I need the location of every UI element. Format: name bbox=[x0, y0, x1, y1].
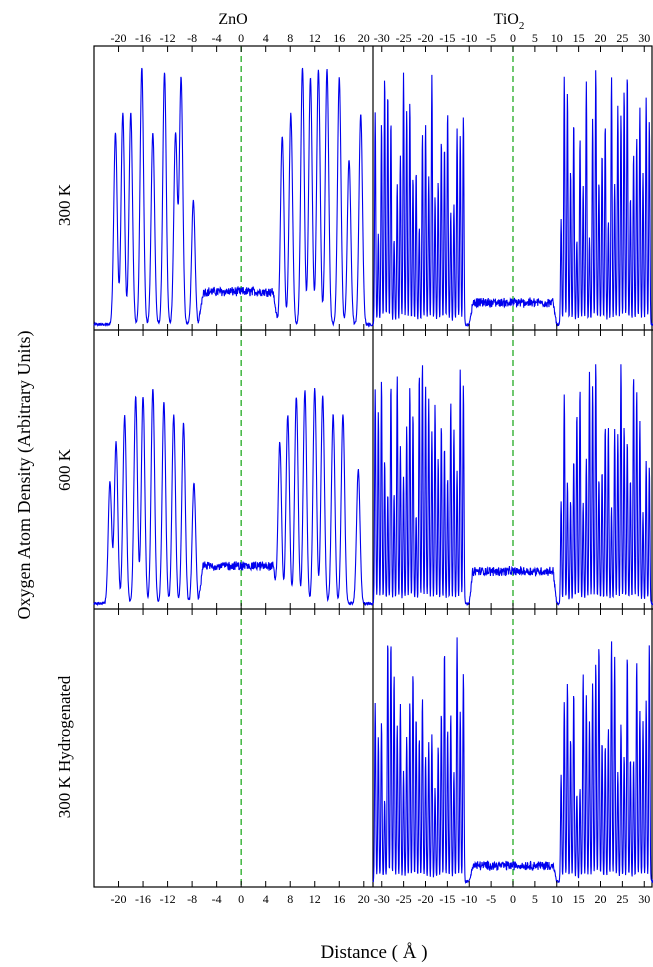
bottom-tick-label: 10 bbox=[551, 892, 563, 906]
row-label-300k: 300 K bbox=[55, 183, 74, 226]
bottom-tick-label: 4 bbox=[263, 892, 269, 906]
bottom-tick-label: 5 bbox=[532, 892, 538, 906]
bottom-tick-label: 20 bbox=[595, 892, 607, 906]
top-tick-label: -25 bbox=[396, 31, 412, 45]
bottom-tick-label: -25 bbox=[396, 892, 412, 906]
bottom-tick-label: 0 bbox=[238, 892, 244, 906]
top-tick-label: 4 bbox=[263, 31, 269, 45]
top-tick-label: 10 bbox=[551, 31, 563, 45]
top-tick-label: -8 bbox=[187, 31, 197, 45]
column-title-tio2: TiO2 bbox=[494, 11, 525, 32]
bottom-tick-label: -15 bbox=[439, 892, 455, 906]
top-tick-label: 16 bbox=[333, 31, 345, 45]
column-title-zno: ZnO bbox=[218, 11, 247, 28]
top-tick-label: 8 bbox=[287, 31, 293, 45]
bottom-tick-label: -12 bbox=[160, 892, 176, 906]
column-title-tio2-main: TiO bbox=[494, 11, 519, 28]
top-tick-label: -20 bbox=[418, 31, 434, 45]
top-tick-label: 5 bbox=[532, 31, 538, 45]
bottom-tick-label: -30 bbox=[374, 892, 390, 906]
top-tick-label: -30 bbox=[374, 31, 390, 45]
top-tick-label: -5 bbox=[486, 31, 496, 45]
top-tick-label: 12 bbox=[309, 31, 321, 45]
bottom-tick-label: 8 bbox=[287, 892, 293, 906]
top-tick-label: 0 bbox=[238, 31, 244, 45]
density-line-tio2-600-k bbox=[372, 364, 653, 606]
top-tick-label: 20 bbox=[358, 31, 370, 45]
top-tick-label: -4 bbox=[212, 31, 222, 45]
bottom-tick-label: -20 bbox=[418, 892, 434, 906]
top-tick-label: -20 bbox=[111, 31, 127, 45]
bottom-tick-label: 15 bbox=[573, 892, 585, 906]
bottom-tick-label: -4 bbox=[212, 892, 222, 906]
density-line-tio2-300-k bbox=[372, 70, 653, 328]
axis-ticks: -20 -16 -12 -8 -4 0 4 8 12 16 20 -30 -25 -20 -15 -10 -5 0… bbox=[111, 31, 651, 906]
bottom-tick-label: 30 bbox=[638, 892, 650, 906]
y-axis-label: Oxygen Atom Density (Arbitrary Units) bbox=[14, 331, 35, 620]
bottom-tick-label: 20 bbox=[358, 892, 370, 906]
top-tick-label: -15 bbox=[439, 31, 455, 45]
top-tick-label: 15 bbox=[573, 31, 585, 45]
column-title-tio2-sub: 2 bbox=[519, 20, 525, 32]
plot-frame bbox=[93, 45, 653, 888]
density-line-tio2-300-k-hydrogenated bbox=[372, 637, 653, 885]
bottom-tick-label: -20 bbox=[111, 892, 127, 906]
bottom-tick-label: 16 bbox=[333, 892, 345, 906]
plot-panels bbox=[93, 46, 653, 887]
density-line-zno-300-k bbox=[93, 67, 374, 328]
bottom-tick-label: 0 bbox=[510, 892, 516, 906]
bottom-tick-label: -16 bbox=[135, 892, 151, 906]
top-tick-label: -12 bbox=[160, 31, 176, 45]
bottom-tick-label: -5 bbox=[486, 892, 496, 906]
bottom-tick-label: -10 bbox=[461, 892, 477, 906]
top-tick-label: 30 bbox=[638, 31, 650, 45]
top-tick-label: 0 bbox=[510, 31, 516, 45]
density-line-zno-600-k bbox=[93, 388, 374, 607]
x-axis-label: Distance ( Å ) bbox=[320, 942, 427, 963]
row-label-600k: 600 K bbox=[55, 448, 74, 491]
bottom-tick-label: 12 bbox=[309, 892, 321, 906]
top-tick-label: 20 bbox=[595, 31, 607, 45]
top-tick-label: 25 bbox=[616, 31, 628, 45]
bottom-tick-label: -8 bbox=[187, 892, 197, 906]
top-tick-label: -10 bbox=[461, 31, 477, 45]
bottom-tick-label: 25 bbox=[616, 892, 628, 906]
top-tick-label: -16 bbox=[135, 31, 151, 45]
row-label-300k-hydrogenated: 300 K Hydrogenated bbox=[55, 675, 74, 818]
